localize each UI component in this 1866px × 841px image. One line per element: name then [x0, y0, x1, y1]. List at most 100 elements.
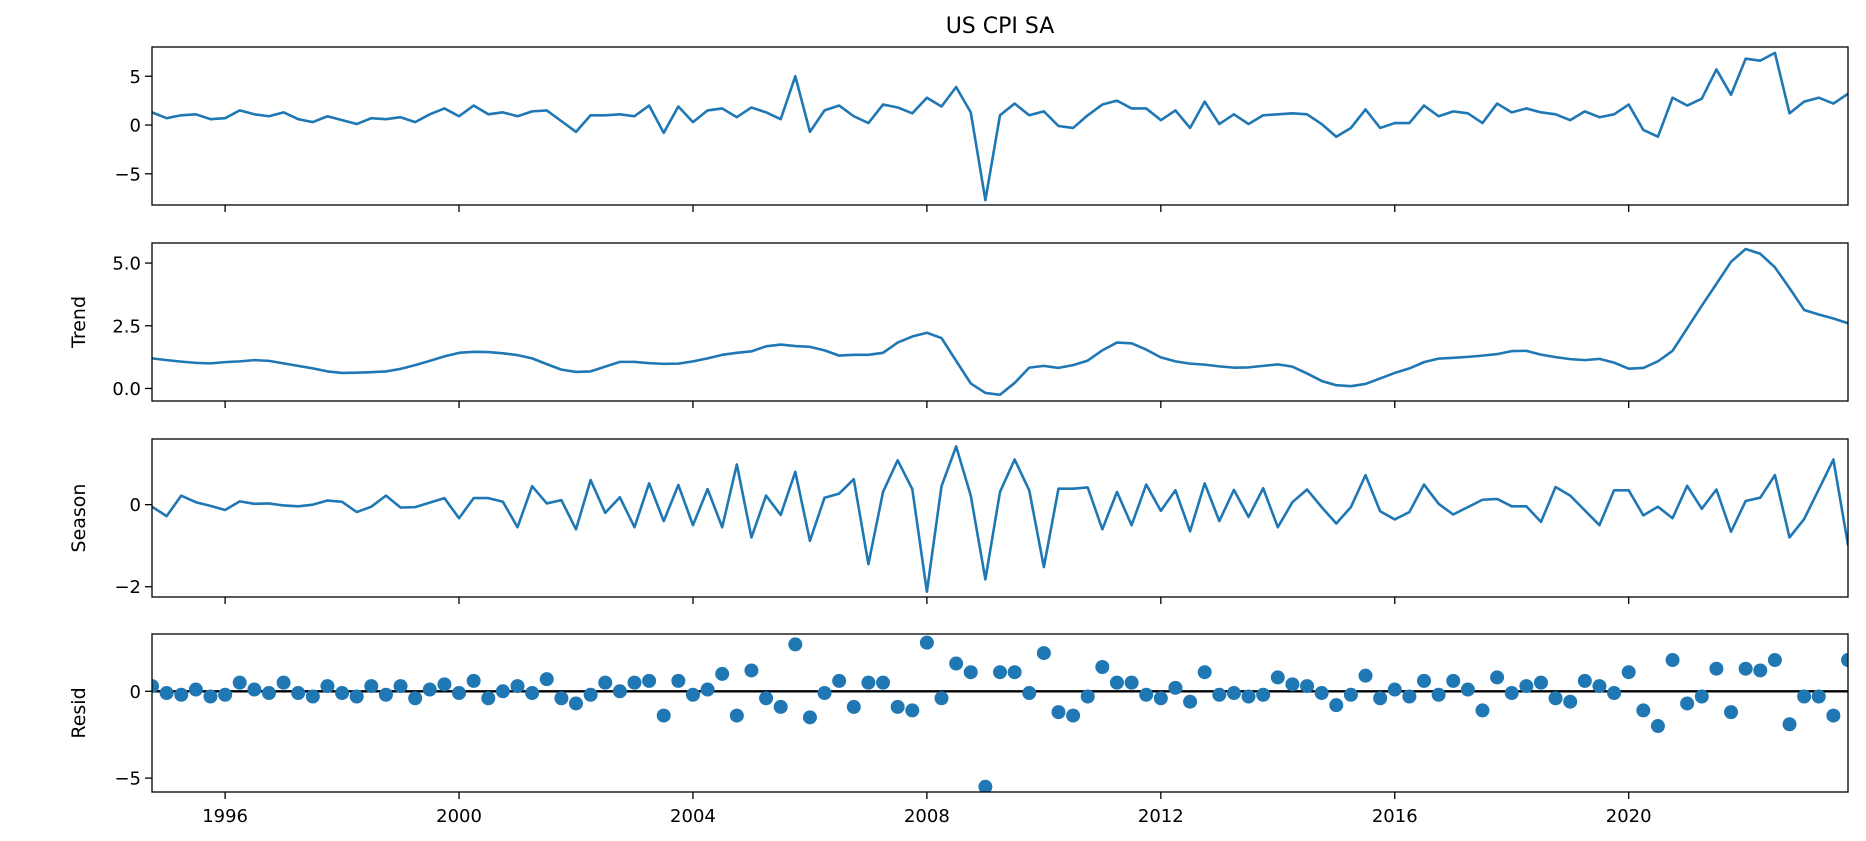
residual-point — [1636, 703, 1651, 718]
residual-point — [832, 673, 847, 688]
x-axis-ticks: 1996 2000 2004 2008 2012 2016 2020 — [202, 806, 1651, 827]
residual-point — [232, 675, 247, 690]
residual-point — [993, 665, 1007, 680]
panel-residual: −5 0 Resid — [68, 633, 1866, 799]
residual-point — [1826, 708, 1841, 723]
residual-point — [159, 686, 174, 701]
residual-point — [393, 679, 408, 694]
residual-point — [174, 687, 189, 702]
residual-point — [583, 687, 598, 702]
residual-point — [671, 673, 686, 688]
x-tick-label: 2012 — [1138, 806, 1184, 827]
series-line-seasonal — [152, 445, 1848, 593]
residual-point — [861, 675, 876, 690]
residual-point — [1314, 686, 1329, 701]
residual-point — [1665, 653, 1680, 668]
residual-point — [1490, 670, 1505, 685]
residual-point — [1607, 686, 1622, 701]
residual-point — [539, 672, 554, 687]
residual-point — [1168, 680, 1183, 695]
residual-point — [1475, 703, 1490, 718]
residual-point — [773, 699, 788, 714]
residual-point — [876, 675, 891, 690]
residual-point — [152, 679, 159, 694]
residual-point — [525, 686, 540, 701]
residual-point — [1533, 675, 1548, 690]
residual-point — [612, 684, 627, 699]
residual-point — [218, 687, 233, 702]
residual-point — [1767, 653, 1782, 668]
plot-area-observed — [152, 51, 1848, 202]
residual-point — [1753, 663, 1768, 678]
residual-point — [905, 703, 920, 718]
y-axis-label: Trend — [68, 296, 90, 349]
residual-point — [495, 684, 510, 699]
residual-point — [1373, 691, 1388, 706]
residual-point — [1241, 689, 1256, 704]
residual-point — [437, 677, 452, 692]
residual-point — [1650, 719, 1665, 734]
y-tick-label: 5.0 — [112, 254, 141, 275]
residual-point — [919, 635, 934, 650]
residual-point — [1782, 717, 1797, 732]
residual-point — [452, 686, 467, 701]
residual-point — [1577, 673, 1592, 688]
residual-point — [1285, 677, 1300, 692]
residual-point — [729, 708, 744, 723]
residual-point — [1402, 689, 1417, 704]
residual-point — [759, 691, 774, 706]
residual-point — [466, 673, 481, 688]
residual-point — [1519, 679, 1534, 694]
panel-observed: 5 0 −5 — [114, 46, 1849, 212]
residual-point — [700, 682, 715, 697]
y-tick-label: −5 — [114, 769, 141, 790]
residual-point — [422, 682, 437, 697]
series-line-trend — [152, 247, 1848, 397]
y-axis-label: Season — [68, 484, 90, 553]
residual-point — [1680, 696, 1695, 711]
panel-frame — [151, 438, 1849, 598]
residual-point — [1387, 682, 1402, 697]
y-tick-label: −2 — [114, 577, 141, 598]
plot-area-trend — [152, 247, 1848, 397]
residual-point — [1446, 673, 1461, 688]
x-tick-label: 2004 — [670, 806, 716, 827]
residual-point — [378, 687, 393, 702]
residual-point — [335, 686, 350, 701]
residual-point — [1856, 688, 1866, 702]
y-tick-label: −5 — [114, 164, 141, 185]
x-tick-label: 1996 — [202, 806, 248, 827]
residual-point — [685, 687, 700, 702]
residual-point — [1197, 665, 1212, 680]
residual-point — [1738, 661, 1753, 676]
residual-point — [408, 691, 423, 706]
residual-point — [276, 675, 291, 690]
residual-point — [1153, 691, 1168, 706]
residual-point — [203, 689, 218, 704]
residual-point — [1022, 686, 1037, 701]
residual-point — [188, 682, 203, 697]
residual-point — [291, 686, 306, 701]
residual-point — [1066, 708, 1081, 723]
residual-point — [1124, 675, 1139, 690]
residual-point — [1797, 689, 1812, 704]
residual-point — [1109, 675, 1124, 690]
residual-point — [642, 673, 657, 688]
residual-point — [802, 710, 817, 725]
panel-seasonal: −2 0 Season — [68, 438, 1849, 604]
x-tick-label: 2000 — [436, 806, 482, 827]
residual-point — [1709, 661, 1724, 676]
residual-point — [349, 689, 364, 704]
residual-point — [890, 699, 905, 714]
panel-frame — [151, 46, 1849, 206]
residual-point — [1563, 694, 1578, 709]
panel-frame — [151, 633, 1849, 793]
residual-point — [320, 679, 335, 694]
residual-point — [1811, 689, 1826, 704]
residual-point — [1431, 687, 1446, 702]
residual-point — [1694, 689, 1709, 704]
residual-point — [1358, 668, 1373, 683]
y-tick-label: 0.0 — [112, 379, 141, 400]
panel-frame — [151, 242, 1849, 402]
